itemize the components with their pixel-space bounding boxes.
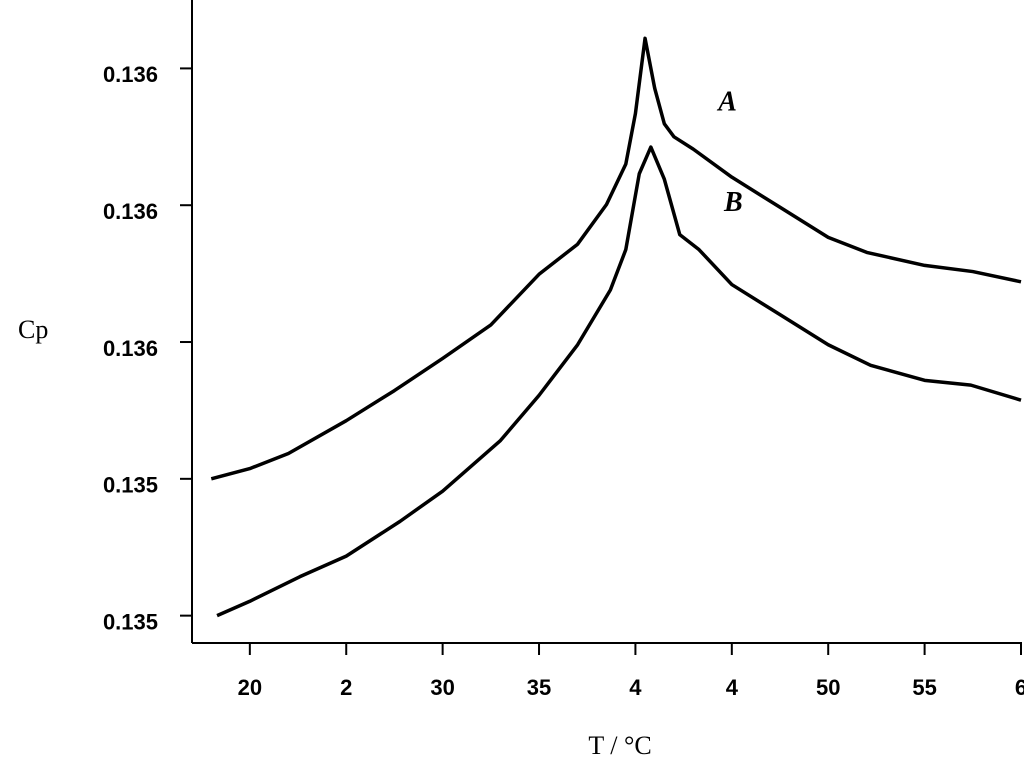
x-tick-label: 55: [912, 675, 936, 700]
y-tick-label: 0.136: [103, 199, 158, 224]
x-tick-label: 20: [238, 675, 262, 700]
y-tick-label: 0.136: [103, 336, 158, 361]
x-tick-label: 4: [726, 675, 739, 700]
data-line: [210, 36, 1022, 481]
data-line: [216, 145, 1022, 618]
x-tick-label: 30: [430, 675, 454, 700]
y-tick-label: 0.135: [103, 609, 158, 634]
x-tick-label: 50: [816, 675, 840, 700]
x-tick-label: 35: [527, 675, 551, 700]
y-tick-label: 0.135: [103, 473, 158, 498]
y-tick-label: 0.136: [103, 62, 158, 87]
series-label: B: [723, 187, 743, 218]
x-axis-label: T / °C: [588, 731, 651, 760]
x-tick-label: 2: [340, 675, 352, 700]
series-label: A: [716, 87, 737, 118]
y-axis-label: Cp: [18, 315, 48, 344]
x-tick-label: 6: [1015, 675, 1024, 700]
x-tick-label: 4: [629, 675, 642, 700]
